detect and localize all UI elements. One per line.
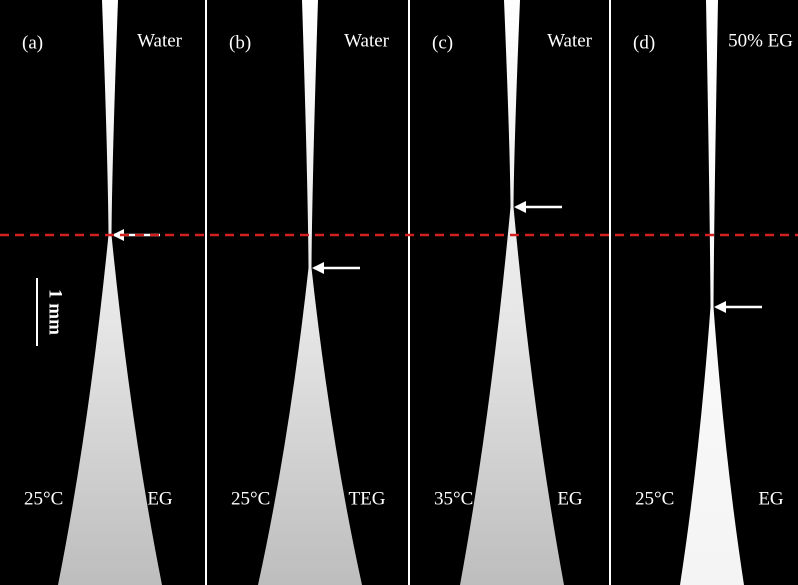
panel-label: (c) bbox=[432, 32, 453, 53]
panels: (a) Water 25°C EG (b) Water 25°C TEG (c) Water 35°… bbox=[0, 0, 798, 585]
top-label: Water bbox=[344, 30, 390, 51]
bottom-label: EG bbox=[557, 488, 583, 509]
bottom-label: EG bbox=[147, 488, 173, 509]
bottom-label: EG bbox=[758, 488, 784, 509]
top-label: Water bbox=[137, 30, 183, 51]
temperature-label: 35°C bbox=[434, 488, 473, 509]
scale-bar-label: 1 mm bbox=[45, 289, 66, 335]
top-label: Water bbox=[547, 30, 593, 51]
temperature-label: 25°C bbox=[24, 488, 63, 509]
panel-label: (a) bbox=[22, 32, 43, 53]
temperature-label: 25°C bbox=[231, 488, 270, 509]
bottom-label: TEG bbox=[349, 488, 386, 509]
top-label: 50% EG bbox=[728, 30, 793, 51]
panel-label: (d) bbox=[633, 32, 655, 53]
temperature-label: 25°C bbox=[635, 488, 674, 509]
panel-label: (b) bbox=[229, 32, 251, 53]
figure: (a) Water 25°C EG (b) Water 25°C TEG (c) Water 35°… bbox=[0, 0, 798, 585]
